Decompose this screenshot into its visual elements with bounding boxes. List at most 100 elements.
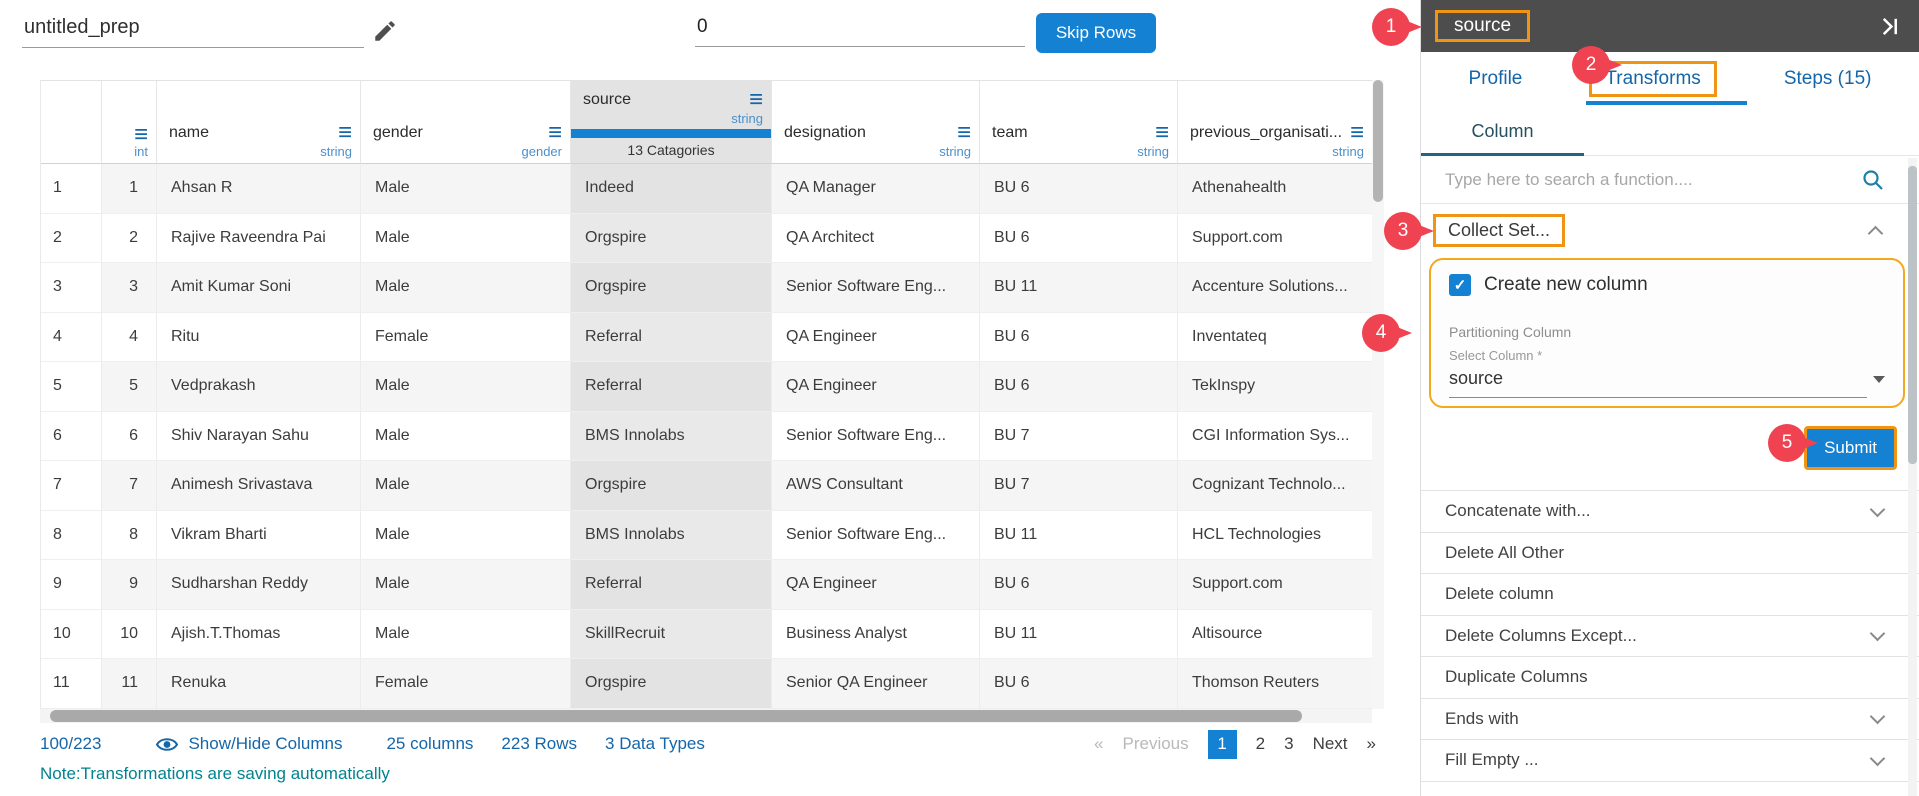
table-cell[interactable]: BU 6 bbox=[980, 312, 1178, 362]
table-cell[interactable]: Indeed bbox=[571, 164, 772, 214]
table-cell[interactable]: BU 6 bbox=[980, 213, 1178, 263]
column-header-source-selected[interactable]: source ≡ string 13 Catagories bbox=[571, 81, 772, 164]
table-cell[interactable]: QA Engineer bbox=[772, 362, 980, 412]
table-cell[interactable]: Animesh Srivastava bbox=[157, 461, 361, 511]
pagination-previous[interactable]: Previous bbox=[1122, 734, 1189, 753]
skip-rows-input[interactable] bbox=[695, 10, 1025, 47]
table-cell[interactable]: Ahsan R bbox=[157, 164, 361, 214]
table-cell[interactable]: Male bbox=[361, 510, 571, 560]
function-item[interactable]: Delete column bbox=[1421, 573, 1919, 615]
table-horizontal-scrollbar[interactable] bbox=[40, 709, 1372, 723]
row-number-cell[interactable]: 10 bbox=[41, 609, 102, 659]
table-cell[interactable]: Male bbox=[361, 263, 571, 313]
function-item[interactable]: Ends with bbox=[1421, 697, 1919, 739]
table-cell[interactable]: TekInspy bbox=[1178, 362, 1372, 412]
table-cell[interactable]: Orgspire bbox=[571, 263, 772, 313]
edit-pencil-icon[interactable] bbox=[372, 18, 398, 49]
function-collect-set[interactable]: Collect Set... bbox=[1421, 204, 1919, 256]
column-header-name[interactable]: name ≡ string bbox=[157, 81, 361, 164]
column-menu-icon[interactable]: ≡ bbox=[1349, 119, 1364, 146]
table-cell[interactable]: BU 11 bbox=[980, 609, 1178, 659]
pagination-page-2[interactable]: 2 bbox=[1255, 734, 1266, 753]
table-cell[interactable]: 3 bbox=[102, 263, 157, 313]
skip-rows-button[interactable]: Skip Rows bbox=[1036, 13, 1156, 53]
table-cell[interactable]: Male bbox=[361, 411, 571, 461]
table-cell[interactable]: 8 bbox=[102, 510, 157, 560]
table-cell[interactable]: QA Manager bbox=[772, 164, 980, 214]
table-cell[interactable]: Inventateq bbox=[1178, 312, 1372, 362]
table-cell[interactable]: Male bbox=[361, 213, 571, 263]
table-cell[interactable]: 1 bbox=[102, 164, 157, 214]
pagination-page-1[interactable]: 1 bbox=[1207, 729, 1237, 759]
column-header-previous-organisation[interactable]: previous_organisati... ≡ string bbox=[1178, 81, 1372, 164]
scrollbar-thumb[interactable] bbox=[1908, 166, 1917, 464]
chevron-up-icon[interactable] bbox=[1867, 225, 1884, 242]
table-cell[interactable]: QA Engineer bbox=[772, 560, 980, 610]
table-cell[interactable]: Referral bbox=[571, 362, 772, 412]
table-vertical-scrollbar[interactable] bbox=[1372, 80, 1384, 709]
table-cell[interactable]: Rajive Raveendra Pai bbox=[157, 213, 361, 263]
column-menu-icon[interactable]: ≡ bbox=[547, 119, 562, 146]
table-cell[interactable]: BU 6 bbox=[980, 659, 1178, 709]
table-cell[interactable]: 7 bbox=[102, 461, 157, 511]
table-cell[interactable]: BMS Innolabs bbox=[571, 411, 772, 461]
table-cell[interactable]: Support.com bbox=[1178, 560, 1372, 610]
table-cell[interactable]: Business Analyst bbox=[772, 609, 980, 659]
table-cell[interactable]: AWS Consultant bbox=[772, 461, 980, 511]
table-cell[interactable]: BU 11 bbox=[980, 510, 1178, 560]
row-number-cell[interactable]: 11 bbox=[41, 659, 102, 709]
table-cell[interactable]: Senior Software Eng... bbox=[772, 411, 980, 461]
table-cell[interactable]: SkillRecruit bbox=[571, 609, 772, 659]
tab-profile[interactable]: Profile bbox=[1468, 68, 1523, 89]
table-cell[interactable]: Male bbox=[361, 362, 571, 412]
submit-button[interactable]: Submit bbox=[1804, 426, 1897, 470]
function-item[interactable]: Concatenate with... bbox=[1421, 490, 1919, 532]
table-cell[interactable]: Senior Software Eng... bbox=[772, 263, 980, 313]
table-cell[interactable]: QA Architect bbox=[772, 213, 980, 263]
pagination-prev-arrow[interactable]: « bbox=[1094, 734, 1104, 753]
table-cell[interactable]: Accenture Solutions... bbox=[1178, 263, 1372, 313]
collect-set-label[interactable]: Collect Set... bbox=[1433, 213, 1566, 247]
table-cell[interactable]: Senior Software Eng... bbox=[772, 510, 980, 560]
table-cell[interactable]: Support.com bbox=[1178, 213, 1372, 263]
table-cell[interactable]: Referral bbox=[571, 560, 772, 610]
prep-name-input[interactable] bbox=[22, 12, 364, 48]
create-new-column-checkbox[interactable]: ✓ bbox=[1449, 274, 1471, 296]
table-cell[interactable]: 9 bbox=[102, 560, 157, 610]
chevron-down-icon[interactable] bbox=[1869, 750, 1886, 767]
table-cell[interactable]: Orgspire bbox=[571, 659, 772, 709]
function-item[interactable]: Duplicate Columns bbox=[1421, 656, 1919, 698]
table-cell[interactable]: 6 bbox=[102, 411, 157, 461]
table-cell[interactable]: BU 7 bbox=[980, 411, 1178, 461]
table-cell[interactable]: Altisource bbox=[1178, 609, 1372, 659]
table-cell[interactable]: Ritu bbox=[157, 312, 361, 362]
table-cell[interactable]: Amit Kumar Soni bbox=[157, 263, 361, 313]
function-item[interactable]: Fill Empty ... bbox=[1421, 739, 1919, 781]
column-menu-icon[interactable]: ≡ bbox=[748, 86, 763, 113]
column-menu-icon[interactable]: ≡ bbox=[133, 121, 148, 148]
table-cell[interactable]: Thomson Reuters bbox=[1178, 659, 1372, 709]
row-number-cell[interactable]: 9 bbox=[41, 560, 102, 610]
tab-steps[interactable]: Steps (15) bbox=[1783, 68, 1872, 89]
table-cell[interactable]: Orgspire bbox=[571, 461, 772, 511]
table-cell[interactable]: BU 6 bbox=[980, 560, 1178, 610]
table-cell[interactable]: Female bbox=[361, 659, 571, 709]
subtab-column[interactable]: Column bbox=[1471, 120, 1534, 141]
row-number-cell[interactable]: 7 bbox=[41, 461, 102, 511]
row-number-cell[interactable]: 3 bbox=[41, 263, 102, 313]
row-number-cell[interactable]: 1 bbox=[41, 164, 102, 214]
row-number-cell[interactable]: 4 bbox=[41, 312, 102, 362]
row-number-cell[interactable]: 5 bbox=[41, 362, 102, 412]
search-icon[interactable] bbox=[1861, 168, 1885, 192]
column-menu-icon[interactable]: ≡ bbox=[337, 119, 352, 146]
table-cell[interactable]: Senior QA Engineer bbox=[772, 659, 980, 709]
table-cell[interactable]: HCL Technologies bbox=[1178, 510, 1372, 560]
function-search-input[interactable] bbox=[1445, 169, 1861, 190]
row-number-cell[interactable]: 6 bbox=[41, 411, 102, 461]
column-header-rownum[interactable] bbox=[41, 81, 102, 164]
table-cell[interactable]: 5 bbox=[102, 362, 157, 412]
collapse-panel-icon[interactable] bbox=[1878, 15, 1901, 43]
chevron-down-icon[interactable] bbox=[1869, 501, 1886, 518]
row-number-cell[interactable]: 8 bbox=[41, 510, 102, 560]
table-cell[interactable]: BU 6 bbox=[980, 362, 1178, 412]
